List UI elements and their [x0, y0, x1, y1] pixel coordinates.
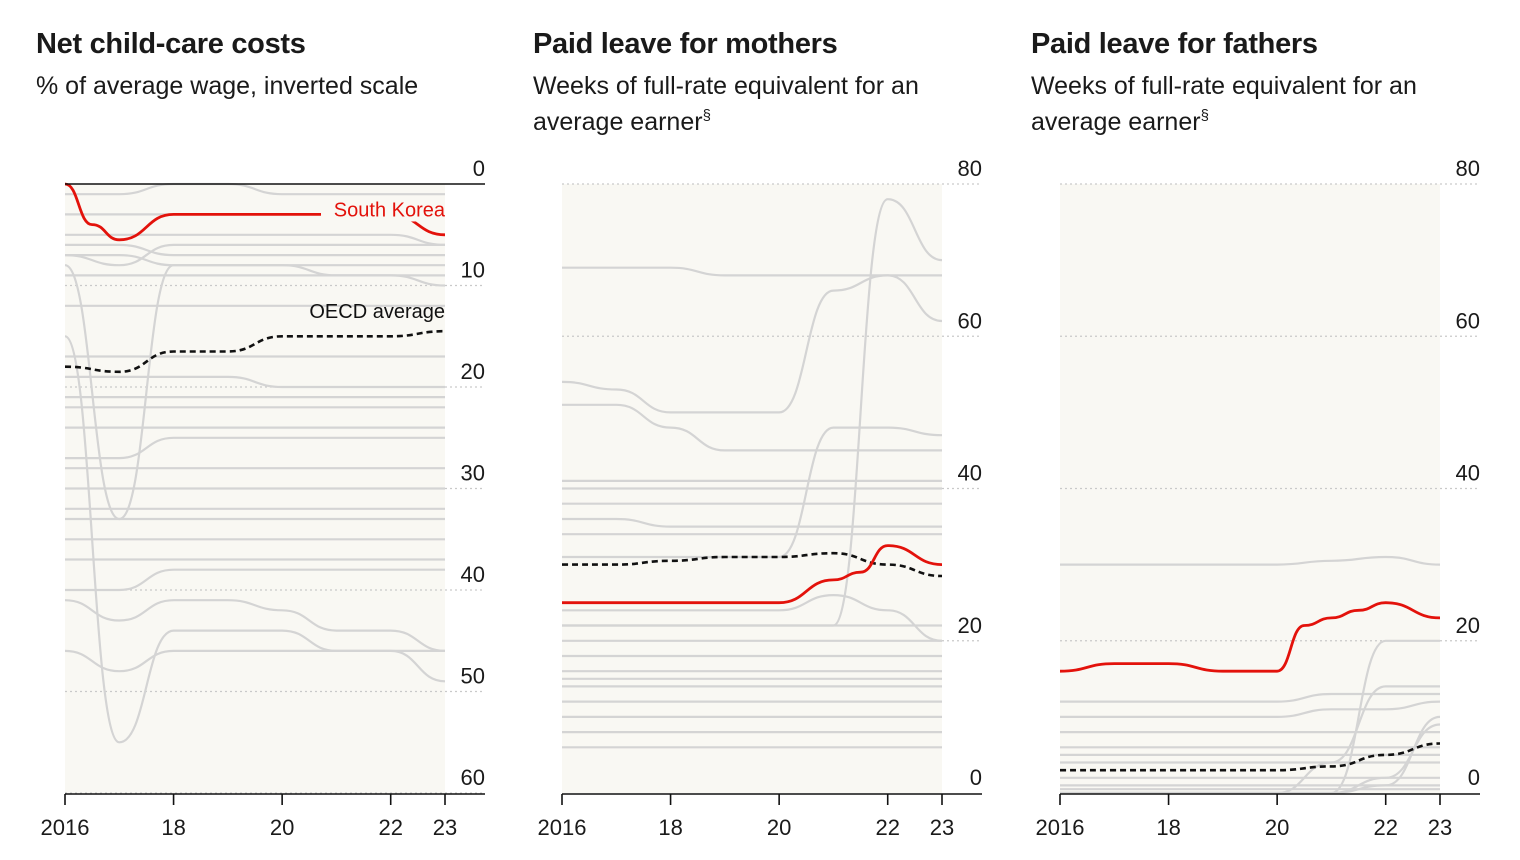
chart-svg: 0 20 40 60 80 2016 18 20 22 23	[538, 156, 982, 840]
y-tick-label: 0	[1468, 765, 1480, 790]
series-line-other	[561, 426, 943, 559]
series-line-oecd-average	[562, 551, 943, 578]
x-tick-label: 2016	[41, 815, 90, 840]
series-line-other	[64, 599, 446, 652]
subtitle-footnote-mark: §	[702, 107, 711, 124]
y-tick-label: 0	[473, 156, 485, 181]
chart-title: Paid leave for mothers	[533, 28, 838, 60]
series-label-south-korea: South Korea	[334, 199, 446, 221]
series-line-other	[1060, 700, 1441, 719]
x-tick-label: 20	[270, 815, 294, 840]
x-tick-label: 20	[767, 815, 791, 840]
x-tick-label: 23	[930, 815, 954, 840]
chart-subtitle: Weeks of full-rate equivalent for an ave…	[533, 68, 963, 140]
series-line-other	[1060, 555, 1441, 566]
y-tick-label: 80	[958, 156, 982, 181]
y-tick-label: 0	[970, 765, 982, 790]
x-tick-label: 18	[658, 815, 682, 840]
y-tick-label: 20	[461, 359, 485, 384]
chart-title: Net child-care costs	[36, 28, 306, 60]
series-line-other	[561, 403, 942, 452]
x-tick-label: 2016	[1036, 815, 1085, 840]
panel-paid-leave-mothers: Paid leave for mothers Weeks of full-rat…	[533, 0, 1023, 860]
series-line-other	[65, 274, 446, 287]
panel-net-child-care-costs: Net child-care costs % of average wage, …	[36, 0, 526, 860]
series-line-other	[65, 182, 445, 196]
chart-subtitle: % of average wage, inverted scale	[36, 68, 466, 104]
series-line-other	[64, 436, 445, 460]
panel-paid-leave-fathers: Paid leave for fathers Weeks of full-rat…	[1031, 0, 1520, 860]
y-tick-label: 40	[958, 461, 982, 486]
subtitle-text: Weeks of full-rate equivalent for an ave…	[533, 72, 919, 136]
x-tick-label: 22	[378, 815, 402, 840]
x-tick-label: 22	[875, 815, 899, 840]
subtitle-footnote-mark: §	[1200, 107, 1209, 124]
series-line-other	[561, 274, 943, 414]
subtitle-text: Weeks of full-rate equivalent for an ave…	[1031, 72, 1417, 136]
y-tick-label: 80	[1456, 156, 1480, 181]
series-line-other	[64, 264, 445, 521]
series-line-other	[65, 375, 445, 389]
y-tick-label: 20	[958, 613, 982, 638]
series-line-other	[65, 568, 445, 592]
x-tick-label: 2016	[538, 815, 587, 840]
series-line-other	[561, 198, 943, 627]
x-tick-label: 23	[433, 815, 457, 840]
series-line-other	[1060, 715, 1441, 795]
y-tick-label: 30	[461, 461, 485, 486]
series-line-south-korea	[1059, 601, 1441, 673]
y-tick-label: 20	[1456, 613, 1480, 638]
subtitle-text: % of average wage, inverted scale	[36, 72, 419, 100]
y-tick-label: 40	[1456, 461, 1480, 486]
series-line-other	[562, 517, 942, 528]
chart-svg: 0 10 20 30 40 50 60 South Korea OECD average 2016…	[41, 156, 485, 840]
x-tick-label: 18	[1156, 815, 1180, 840]
series-line-oecd-average	[1060, 742, 1441, 772]
series-line-other	[1059, 692, 1440, 703]
chart-svg: 0 20 40 60 80 2016 18 20 22 23	[1036, 156, 1480, 840]
chart-subtitle: Weeks of full-rate equivalent for an ave…	[1031, 68, 1461, 140]
x-tick-label: 18	[161, 815, 185, 840]
y-tick-label: 10	[461, 258, 485, 283]
series-line-other	[64, 233, 446, 246]
y-tick-label: 40	[461, 562, 485, 587]
x-tick-label: 22	[1373, 815, 1397, 840]
series-line-oecd-average	[64, 329, 446, 374]
y-tick-label: 60	[958, 308, 982, 333]
x-tick-label: 23	[1428, 815, 1452, 840]
chart-title: Paid leave for fathers	[1031, 28, 1318, 60]
series-line-other	[561, 593, 943, 642]
series-line-other	[64, 243, 445, 267]
y-tick-label: 60	[1456, 308, 1480, 333]
x-tick-label: 20	[1265, 815, 1289, 840]
series-line-south-korea	[562, 544, 943, 605]
series-label-oecd-average: OECD average	[309, 301, 445, 323]
y-tick-label: 60	[461, 765, 485, 790]
series-line-other	[64, 335, 446, 744]
series-line-other	[65, 243, 445, 257]
y-tick-label: 50	[461, 664, 485, 689]
series-label-bg	[321, 197, 445, 222]
